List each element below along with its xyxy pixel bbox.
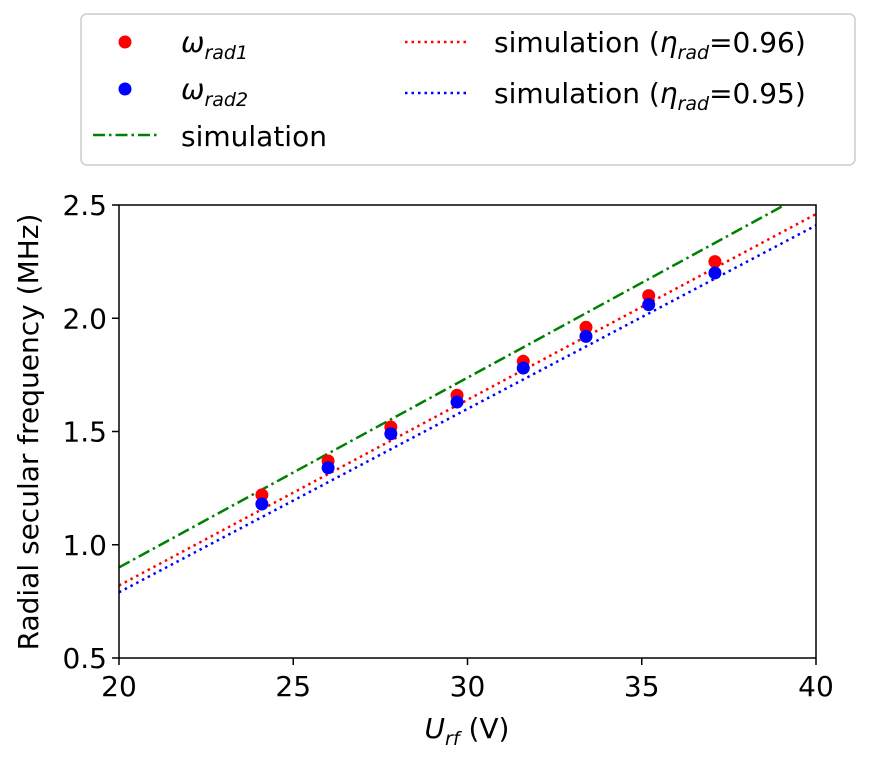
data-point-series1-2 [384,427,398,441]
x-axis: 20 25 30 35 40 [101,658,834,703]
x-tick-label: 20 [101,670,137,703]
legend-label-simulation-095: simulation (ηrad=0.95) [494,77,806,115]
legend-label-omega-rad2: ωrad2 [181,73,248,111]
legend-entry-simulation: simulation [93,120,327,153]
legend-entry-simulation-095: simulation (ηrad=0.95) [405,77,806,115]
y-axis: 0.5 1.0 1.5 2.0 2.5 [62,189,119,675]
x-tick-label: 35 [624,670,660,703]
plot-lines [119,205,816,594]
data-point-series0-0 [255,488,269,502]
data-point-series0-7 [708,255,722,269]
data-point-series1-4 [516,361,530,375]
y-tick-label: 1.0 [62,529,107,562]
legend: ωrad1 ωrad2 simulation simulation (ηrad=… [80,13,856,166]
series-line-3 [119,212,816,587]
data-point-series1-7 [708,266,722,280]
y-axis-label: Radial secular frequency (MHz) [12,214,45,651]
legend-entry-omega-rad1: ωrad1 [118,26,248,64]
series-line-2 [119,205,786,569]
data-point-series1-6 [642,298,656,312]
plot-points [255,255,722,511]
x-tick-label: 25 [275,670,311,703]
x-axis-label: Urf (V) [425,712,510,750]
y-tick-label: 2.0 [62,302,107,335]
data-point-series0-6 [642,289,656,303]
x-tick-label: 30 [450,670,486,703]
y-tick-label: 1.5 [62,416,107,449]
data-point-series1-3 [450,395,464,409]
legend-entry-simulation-096: simulation (ηrad=0.96) [405,26,806,64]
data-point-series1-1 [321,461,335,475]
legend-label-simulation-096: simulation (ηrad=0.96) [494,26,806,64]
legend-label-simulation: simulation [181,120,327,153]
legend-frame [80,13,856,166]
legend-marker-omega-rad2 [118,82,132,96]
data-point-series1-0 [255,497,269,511]
x-tick-label: 40 [798,670,834,703]
data-point-series1-5 [579,329,593,343]
data-point-series0-5 [579,320,593,334]
legend-label-omega-rad1: ωrad1 [181,26,248,64]
legend-entry-omega-rad2: ωrad2 [118,73,248,111]
y-tick-label: 2.5 [62,189,107,222]
legend-marker-omega-rad1 [118,35,132,49]
series-line-4 [119,224,816,594]
y-tick-label: 0.5 [62,642,107,675]
